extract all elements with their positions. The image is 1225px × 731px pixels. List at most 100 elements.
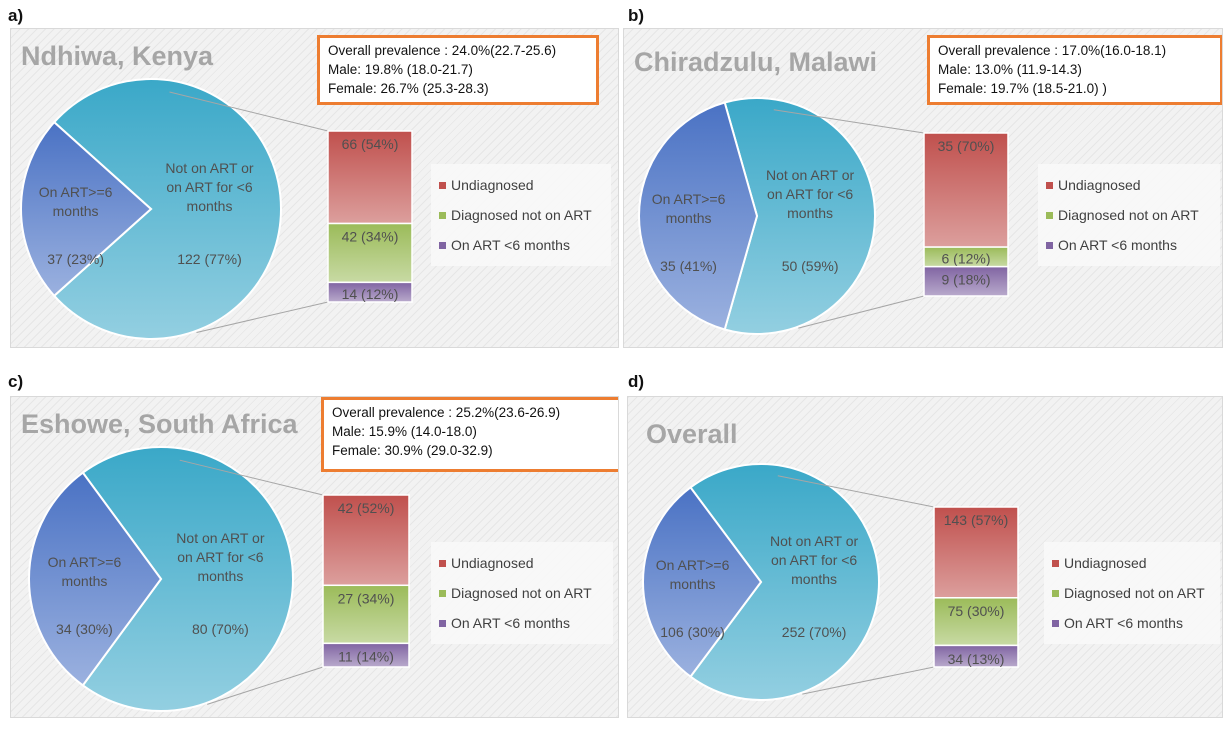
prevalence-female: Female: 19.7% (18.5-21.0) ) [938, 81, 1107, 96]
pie-slice-not-on-art-value: 252 (70%) [782, 624, 847, 640]
bar-segment-undiagnosed [322, 494, 410, 587]
bar-segment-label: 66 (54%) [342, 136, 399, 152]
connector-line-bottom [207, 666, 324, 705]
pie-bar-chart: On ART>=6 months 106 (30%) Not on ART or on … [642, 463, 1019, 701]
legend-item: On ART <6 months [439, 608, 607, 638]
legend-swatch [1052, 619, 1059, 627]
legend-swatch [1046, 241, 1053, 249]
legend-item: On ART <6 months [1052, 608, 1214, 638]
legend-item: Undiagnosed [439, 170, 605, 200]
bar-segment-label: 9 (18%) [941, 272, 990, 288]
pie-slice-on-art-value: 37 (23%) [47, 251, 104, 267]
legend-swatch [1052, 589, 1059, 597]
legend-label: On ART <6 months [451, 237, 570, 253]
pie-slice-not-on-art-value: 122 (77%) [177, 251, 242, 267]
bar-segment-label: 6 (12%) [941, 251, 990, 267]
bar-segment-diagnosed-not-on-art [322, 584, 410, 645]
legend-swatch [1046, 181, 1053, 189]
chart-panel-chiradzulu: Chiradzulu, Malawi Overall prevalence : … [623, 28, 1223, 348]
pie-slice-not-on-art [689, 463, 880, 701]
legend-item: Undiagnosed [1052, 548, 1214, 578]
panel-letter-a: a) [8, 6, 24, 25]
pie-slice-not-on-art-label: Not on ART or on ART for <6 months [770, 533, 859, 587]
legend-item: On ART <6 months [439, 230, 605, 260]
chart-panel-eshowe: Eshowe, South Africa Overall prevalence … [10, 396, 619, 718]
bar-segment-label: 42 (52%) [338, 500, 395, 516]
pie-slice-not-on-art-value: 80 (70%) [192, 621, 249, 637]
panel-title: Eshowe, South Africa [21, 409, 298, 439]
legend-label: Undiagnosed [1058, 177, 1141, 193]
panel-title: Chiradzulu, Malawi [634, 47, 878, 77]
panel-title: Overall [646, 419, 738, 449]
bar-segment-label: 75 (30%) [948, 603, 1005, 619]
legend-swatch [1046, 211, 1053, 219]
legend-item: Diagnosed not on ART [1052, 578, 1214, 608]
chart-panel-overall: Overall On ART>=6 months 106 (30%) Not on A… [627, 396, 1223, 718]
chart-legend: Undiagnosed Diagnosed not on ART On ART <6… [1038, 164, 1220, 266]
legend-swatch [439, 589, 446, 597]
panel-letter-b: b) [628, 6, 645, 25]
bar-segment-on-art-6-months [923, 265, 1009, 297]
panel-letter-d: d) [628, 372, 645, 391]
legend-label: Diagnosed not on ART [1058, 207, 1199, 223]
legend-item: Diagnosed not on ART [439, 200, 605, 230]
pie-slice-on-art [20, 120, 153, 298]
bar-segment-label: 35 (70%) [938, 138, 995, 154]
bar-segment-label: 27 (34%) [338, 590, 395, 606]
legend-label: Diagnosed not on ART [451, 207, 592, 223]
bar-segment-on-art-6-months [322, 642, 410, 668]
pie-bar-chart: On ART>=6 months 37 (23%) Not on ART or on A… [20, 78, 413, 340]
legend-label: On ART <6 months [451, 615, 570, 631]
prevalence-overall: Overall prevalence : 24.0%(22.7-25.6) [328, 43, 557, 58]
pie-bar-chart: On ART>=6 months 35 (41%) Not on ART or on A… [638, 97, 1009, 335]
legend-swatch [439, 559, 446, 567]
bar-segment-undiagnosed [923, 132, 1009, 248]
chart-legend: Undiagnosed Diagnosed not on ART On ART <6… [431, 542, 613, 644]
bar-segment-label: 14 (12%) [342, 286, 399, 302]
connector-line-bottom [196, 301, 329, 333]
bar-segment-label: 42 (34%) [342, 229, 399, 245]
bar-segment-on-art-6-months [327, 281, 413, 303]
legend-label: Undiagnosed [451, 177, 534, 193]
legend-item: Diagnosed not on ART [439, 578, 607, 608]
bar-segment-label: 143 (57%) [944, 512, 1009, 528]
legend-swatch [439, 241, 446, 249]
chart-legend: Undiagnosed Diagnosed not on ART On ART <6… [431, 164, 611, 266]
pie-slice-not-on-art [52, 78, 282, 340]
prevalence-overall: Overall prevalence : 17.0%(16.0-18.1) [938, 43, 1167, 58]
legend-swatch [439, 619, 446, 627]
pie-slice-not-on-art-value: 50 (59%) [782, 258, 839, 274]
pie-slice-not-on-art-label: Not on ART or on ART for <6 months [766, 167, 855, 221]
legend-swatch [1052, 559, 1059, 567]
bar-segment-diagnosed-not-on-art [933, 597, 1019, 647]
prevalence-box: Overall prevalence : 24.0%(22.7-25.6) Ma… [317, 35, 599, 105]
bar-segment-undiagnosed [933, 506, 1019, 599]
pie-slice-not-on-art [81, 446, 294, 712]
prevalence-male: Male: 19.8% (18.0-21.7) [328, 62, 473, 77]
legend-item: Diagnosed not on ART [1046, 200, 1214, 230]
legend-item: On ART <6 months [1046, 230, 1214, 260]
legend-item: Undiagnosed [439, 548, 607, 578]
connector-line-top [773, 109, 925, 134]
chart-panel-ndhiwa: Ndhiwa, Kenya Overall prevalence : 24.0%… [10, 28, 619, 348]
chart-legend: Undiagnosed Diagnosed not on ART On ART <6… [1044, 542, 1220, 644]
prevalence-male: Male: 13.0% (11.9-14.3) [938, 62, 1082, 77]
prevalence-female: Female: 26.7% (25.3-28.3) [328, 81, 489, 96]
pie-slice-on-art [28, 471, 163, 687]
pie-slice-on-art-label: On ART>=6 months [656, 557, 730, 592]
pie-slice-on-art-value: 106 (30%) [660, 624, 725, 640]
pie-bar-chart: On ART>=6 months 34 (30%) Not on ART or on A… [28, 446, 410, 712]
pie-slice-not-on-art-label: Not on ART or on ART for <6 months [165, 160, 254, 214]
legend-label: On ART <6 months [1058, 237, 1177, 253]
connector-line-top [777, 475, 935, 508]
legend-label: Undiagnosed [1064, 555, 1147, 571]
pie-slice-not-on-art [723, 97, 876, 335]
connector-line-bottom [798, 295, 925, 329]
connector-line-top [179, 459, 324, 496]
legend-label: On ART <6 months [1064, 615, 1183, 631]
legend-label: Diagnosed not on ART [1064, 585, 1205, 601]
legend-swatch [439, 181, 446, 189]
pie-slice-on-art-value: 35 (41%) [660, 258, 717, 274]
panel-title: Ndhiwa, Kenya [21, 41, 214, 71]
pie-slice-not-on-art-label: Not on ART or on ART for <6 months [176, 530, 265, 584]
